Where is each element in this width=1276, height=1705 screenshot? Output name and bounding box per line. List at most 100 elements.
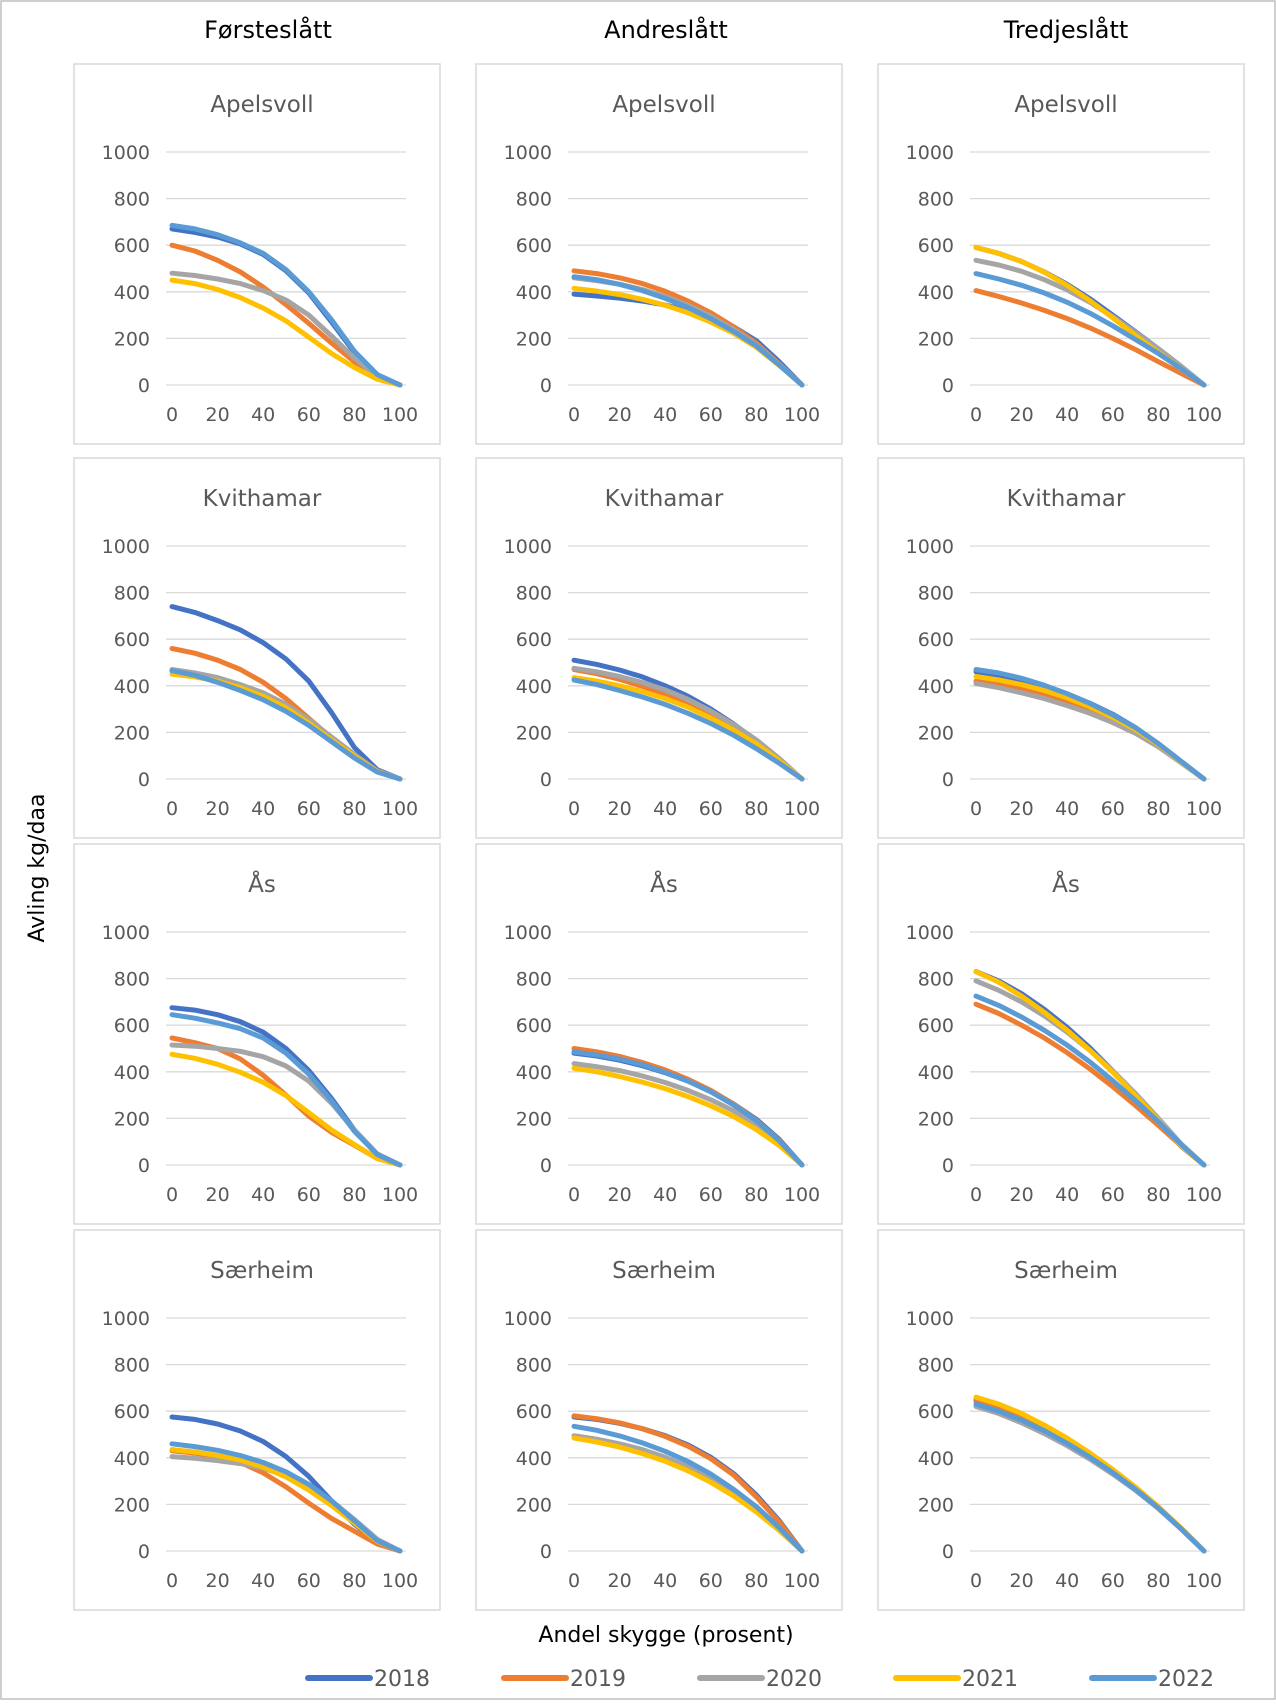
x-tick-label: 80 [744,1184,768,1206]
series-line-2022 [571,1423,805,1554]
x-tick-label: 60 [297,1570,321,1592]
y-tick-label: 1000 [102,536,150,558]
x-tick-label: 40 [653,798,677,820]
y-tick-label: 0 [138,1155,150,1177]
panel-title: Kvithamar [1007,486,1126,512]
y-tick-label: 400 [516,1062,552,1084]
series-line-2020 [169,270,403,388]
y-tick-label: 600 [114,629,150,651]
x-tick-label: 80 [744,798,768,820]
x-tick-label: 40 [1055,404,1079,426]
x-tick-label: 0 [166,404,178,426]
series-line-2022 [571,677,805,782]
y-tick-label: 0 [540,375,552,397]
y-tick-label: 0 [540,1541,552,1563]
x-tick-label: 80 [1146,1570,1170,1592]
y-tick-label: 600 [516,629,552,651]
x-tick-label: 60 [297,798,321,820]
y-tick-label: 400 [918,1062,954,1084]
y-tick-label: 400 [114,676,150,698]
y-tick-label: 400 [516,1448,552,1470]
y-tick-label: 800 [516,583,552,605]
x-tick-label: 80 [1146,798,1170,820]
y-tick-label: 800 [516,1355,552,1377]
legend-item-2021: 2021 [893,1667,1018,1692]
x-tick-label: 60 [699,1570,723,1592]
y-tick-label: 600 [516,1401,552,1423]
panel-title: Apelsvoll [210,92,313,118]
x-tick-label: 40 [653,404,677,426]
panel-frame [475,63,843,445]
column-title-3: Tredjeslått [1003,15,1129,44]
x-tick-label: 100 [784,404,820,426]
y-tick-label: 600 [114,1015,150,1037]
panel-title: Kvithamar [203,486,322,512]
panel-title: Kvithamar [605,486,724,512]
x-tick-label: 40 [653,1570,677,1592]
y-tick-label: 600 [114,1401,150,1423]
y-tick-label: 0 [138,769,150,791]
series-line-2021 [571,1435,805,1554]
y-tick-label: 0 [540,769,552,791]
y-tick-label: 0 [942,1541,954,1563]
x-tick-label: 0 [568,1184,580,1206]
x-tick-label: 80 [342,1570,366,1592]
x-tick-label: 40 [653,1184,677,1206]
panel-2: Apelsvoll 0 200 400 600 800 1000 0 20 40 60 80 100 [475,63,843,445]
y-tick-label: 200 [516,1108,552,1130]
series-line-2022 [973,271,1207,388]
x-tick-label: 40 [251,798,275,820]
panel-frame [877,1229,1245,1611]
x-tick-label: 20 [1010,1184,1034,1206]
y-tick-label: 0 [540,1155,552,1177]
legend-item-2018: 2018 [305,1667,430,1692]
panel-7: Ås 0 200 400 600 800 1000 0 20 40 60 80 100 [73,843,441,1225]
y-tick-label: 1000 [504,1308,552,1330]
x-tick-label: 60 [1101,1184,1125,1206]
y-tick-label: 800 [918,969,954,991]
legend: 2018 2019 2020 2021 2022 [305,1667,1214,1692]
panel-frame [475,457,843,839]
x-tick-label: 100 [784,798,820,820]
panel-11: Særheim 0 200 400 600 800 1000 0 20 40 60 80 100 [475,1229,843,1611]
x-tick-label: 60 [1101,404,1125,426]
panel-6: Kvithamar 0 200 400 600 800 1000 0 20 40 60 80 100 [877,457,1245,839]
panel-10: Særheim 0 200 400 600 800 1000 0 20 40 60 80 100 [73,1229,441,1611]
y-tick-label: 400 [114,282,150,304]
y-tick-label: 800 [114,583,150,605]
series-line-2022 [973,667,1207,782]
x-tick-label: 60 [699,798,723,820]
panel-12: Særheim 0 200 400 600 800 1000 0 20 40 60 80 100 [877,1229,1245,1611]
x-tick-label: 0 [568,1570,580,1592]
y-tick-label: 200 [918,722,954,744]
x-tick-label: 20 [1010,798,1034,820]
x-tick-label: 20 [608,1184,632,1206]
panel-frame [877,63,1245,445]
x-tick-label: 0 [970,1184,982,1206]
series-line-2019 [571,1413,805,1554]
y-tick-label: 1000 [906,922,954,944]
x-tick-label: 0 [970,1570,982,1592]
panel-title: Særheim [210,1258,314,1284]
panel-title: Ås [1052,870,1080,898]
x-tick-label: 20 [1010,1570,1034,1592]
y-tick-label: 600 [516,235,552,257]
x-tick-label: 100 [784,1570,820,1592]
x-tick-label: 100 [1186,798,1222,820]
series-line-2018 [169,604,403,782]
x-axis-label: Andel skygge (prosent) [538,1623,793,1648]
y-tick-label: 200 [918,1494,954,1516]
panel-8: Ås 0 200 400 600 800 1000 0 20 40 60 80 100 [475,843,843,1225]
legend-item-2020: 2020 [697,1667,822,1692]
panel-5: Kvithamar 0 200 400 600 800 1000 0 20 40 60 80 100 [475,457,843,839]
x-tick-label: 40 [251,1184,275,1206]
y-tick-label: 200 [516,328,552,350]
series-line-2022 [973,993,1207,1168]
panel-title: Apelsvoll [1014,92,1117,118]
x-tick-label: 80 [744,1570,768,1592]
x-tick-label: 60 [1101,1570,1125,1592]
panel-frame [877,457,1245,839]
legend-label: 2019 [570,1667,626,1692]
x-tick-label: 100 [1186,404,1222,426]
